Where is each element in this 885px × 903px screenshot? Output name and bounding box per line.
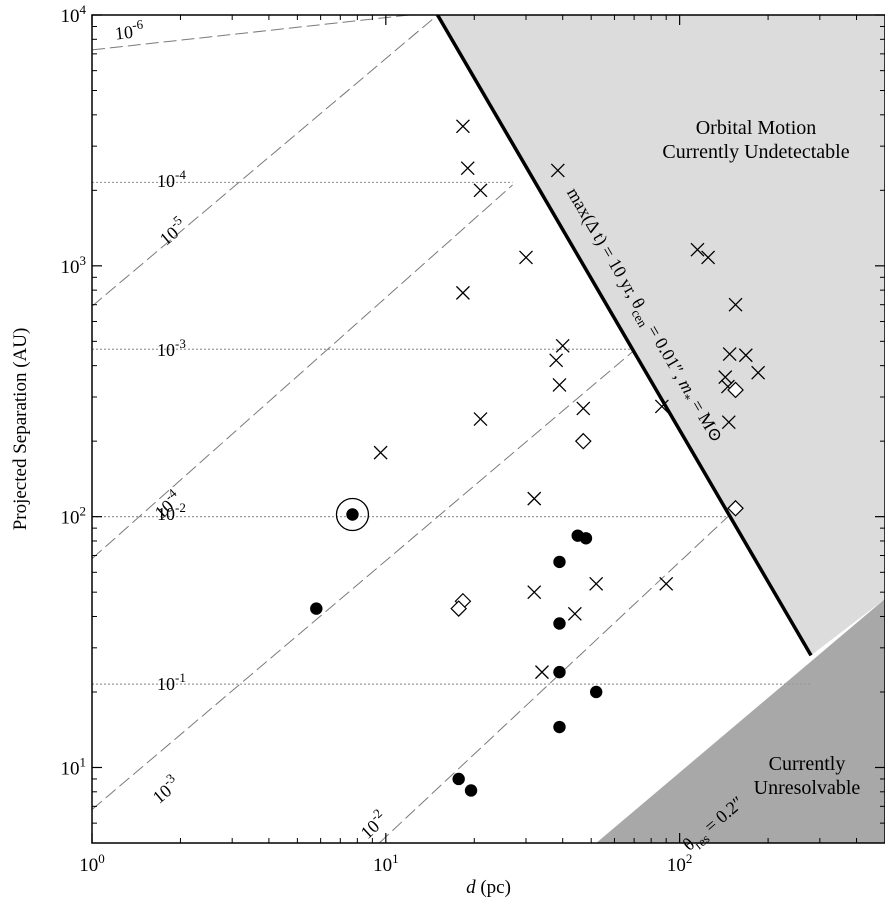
y-tick-label-3: 104 bbox=[61, 2, 87, 27]
dot-point-7 bbox=[589, 685, 603, 699]
axes: 100 101 102 101 102 103 104 d (pc) Projected Sep… bbox=[10, 2, 885, 898]
x-tick-label-2: 102 bbox=[667, 851, 693, 876]
plot-frame bbox=[91, 14, 885, 844]
x-tick-label-0: 100 bbox=[79, 851, 105, 876]
x-point-16 bbox=[535, 665, 549, 680]
x-point-6 bbox=[555, 338, 570, 353]
x-point-5 bbox=[455, 285, 470, 300]
dot-point-9 bbox=[452, 772, 465, 786]
x-point-7 bbox=[549, 353, 564, 368]
x-point-4 bbox=[519, 250, 533, 265]
diagonal-guide-label-1: 10-5 bbox=[153, 212, 191, 249]
unresolvable-region-label-1: Unresolvable bbox=[754, 777, 861, 799]
dot-point-1 bbox=[310, 602, 323, 615]
x-point-0 bbox=[455, 119, 470, 134]
y-axis-title: Projected Separation (AU) bbox=[10, 328, 31, 531]
diamond-point-3 bbox=[727, 381, 744, 399]
guide-lines bbox=[92, 15, 812, 843]
diamond-point-0 bbox=[574, 432, 592, 450]
x-point-23 bbox=[738, 348, 753, 363]
shaded-regions bbox=[437, 15, 885, 843]
dot-point-3 bbox=[579, 532, 593, 545]
x-point-9 bbox=[473, 412, 488, 427]
ring-point-0 bbox=[335, 497, 370, 532]
diagonal-guide-2 bbox=[92, 184, 513, 560]
y-tick-label-0: 101 bbox=[61, 754, 87, 779]
dot-point-5 bbox=[553, 617, 566, 630]
x-point-17 bbox=[659, 576, 674, 591]
x-point-14 bbox=[589, 576, 604, 591]
y-tick-label-2: 103 bbox=[61, 253, 87, 278]
x-point-2 bbox=[473, 183, 488, 198]
horizontal-guide-label-3: 10-1 bbox=[157, 670, 186, 694]
x-point-18 bbox=[654, 399, 669, 414]
unresolvable-region bbox=[596, 598, 885, 843]
dot-point-4 bbox=[553, 555, 566, 569]
dot-point-10 bbox=[464, 784, 478, 797]
x-point-10 bbox=[576, 401, 591, 416]
x-point-8 bbox=[552, 378, 567, 392]
horizontal-guide-label-0: 10-4 bbox=[157, 167, 186, 191]
x-point-24 bbox=[751, 365, 766, 380]
diagonal-guide-label-0: 10-6 bbox=[113, 16, 145, 43]
undetectable-region-label-1: Currently Undetectable bbox=[662, 141, 849, 163]
horizontal-guide-label-2: 10-2 bbox=[157, 500, 186, 524]
diamond-point-2 bbox=[450, 600, 468, 617]
diamond-point-4 bbox=[727, 499, 744, 517]
x-point-1 bbox=[460, 161, 475, 176]
x-tick-label-1: 101 bbox=[373, 851, 399, 876]
x-point-25 bbox=[718, 370, 733, 385]
diagonal-guide-1 bbox=[92, 15, 438, 307]
x-point-27 bbox=[721, 415, 736, 430]
x-point-19 bbox=[690, 242, 705, 257]
unresolvable-region-label-0: Currently bbox=[769, 753, 846, 775]
undetectable-region bbox=[437, 15, 885, 656]
y-tick-label-1: 102 bbox=[61, 504, 87, 529]
x-point-21 bbox=[728, 297, 743, 312]
diagonal-guide-3 bbox=[92, 350, 635, 810]
diagonal-guide-4 bbox=[378, 516, 729, 843]
dot-point-6 bbox=[553, 665, 566, 679]
detection-limit-line bbox=[436, 15, 813, 657]
horizontal-guide-label-1: 10-3 bbox=[157, 336, 186, 360]
x-point-20 bbox=[701, 250, 716, 265]
x-point-12 bbox=[527, 491, 542, 506]
diagonal-guide-label-3: 10-3 bbox=[146, 770, 184, 807]
x-point-11 bbox=[373, 445, 388, 460]
x-point-15 bbox=[567, 606, 582, 621]
x-axis-title: d (pc) bbox=[466, 877, 511, 898]
data-markers bbox=[310, 119, 766, 797]
x-point-3 bbox=[550, 163, 565, 178]
undetectable-region-label-0: Orbital Motion bbox=[696, 117, 817, 139]
boundary-lines bbox=[436, 15, 813, 657]
x-point-22 bbox=[722, 347, 737, 361]
dot-point-0 bbox=[346, 508, 359, 521]
dot-point-8 bbox=[553, 720, 566, 734]
x-point-13 bbox=[527, 585, 542, 600]
